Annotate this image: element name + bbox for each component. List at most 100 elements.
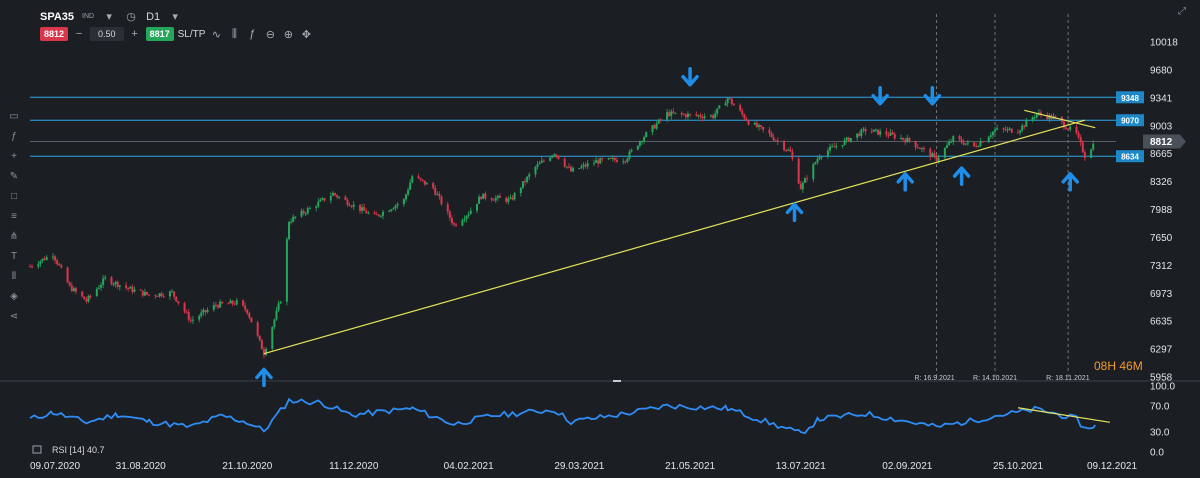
candle-body (799, 183, 802, 190)
candle-body (755, 122, 758, 127)
candle (578, 167, 581, 170)
timeframe-selector[interactable]: D1 (146, 10, 161, 23)
indicator-icon[interactable]: ƒ (249, 28, 256, 40)
candle-body (906, 137, 909, 143)
bars-icon[interactable]: ⦀ (11, 271, 17, 282)
line-chart-icon[interactable]: ∿ (211, 28, 221, 41)
price-axis-tick: 9680 (1150, 65, 1173, 76)
candle-body (789, 149, 792, 152)
function-icon[interactable]: ƒ (11, 131, 17, 142)
candle (490, 197, 493, 202)
candle-body (1037, 112, 1040, 114)
fibonacci-icon[interactable]: ≡ (11, 211, 17, 222)
candle (87, 294, 90, 304)
candle-chart-icon[interactable]: ⫼ (231, 27, 237, 40)
move-icon[interactable]: ✥ (301, 28, 311, 41)
candle-body (1046, 114, 1049, 120)
candle (835, 142, 838, 150)
candle-body (787, 149, 790, 151)
candle (860, 128, 863, 139)
candle (739, 103, 742, 112)
candle-body (540, 160, 543, 163)
candle (242, 299, 245, 307)
candle-body (288, 222, 291, 240)
candle (820, 155, 823, 161)
candle (943, 147, 946, 161)
candle-body (918, 147, 921, 150)
minus-icon[interactable]: − (75, 28, 83, 40)
candle-body (595, 160, 598, 163)
candle-body (333, 192, 336, 196)
pane-resize-handle (613, 380, 621, 382)
sell-price-button[interactable]: 8812 (40, 27, 69, 41)
drawing-sidebar: ▭ ƒ + ✎ □ ≡ ⋔ T ⦀ ◈ ⋖ (5, 110, 23, 324)
candle (657, 118, 660, 125)
candle-body (628, 151, 631, 159)
candle-body (592, 162, 595, 164)
candle-body (1023, 125, 1026, 127)
candle (350, 204, 353, 209)
candle-body (304, 213, 307, 215)
candle-body (198, 315, 201, 320)
candle (950, 138, 953, 143)
candle-body (344, 196, 347, 200)
candle-body (1048, 115, 1051, 120)
candle (450, 215, 453, 226)
candle-body (712, 115, 715, 118)
plus-icon[interactable]: + (131, 28, 138, 40)
candle (436, 191, 439, 196)
candle-body (630, 149, 633, 152)
buy-price-button[interactable]: 8817 (145, 27, 174, 41)
expand-icon[interactable]: ⤢ (1178, 6, 1186, 17)
candle-body (929, 148, 932, 158)
chat-icon[interactable]: ▭ (9, 111, 19, 122)
layers-icon[interactable]: ◈ (10, 291, 18, 302)
quantity-input[interactable]: 0.50 (90, 27, 124, 41)
share-icon[interactable]: ⋖ (9, 311, 19, 322)
symbol-name[interactable]: SPA35 (40, 10, 75, 23)
candle (712, 113, 715, 120)
candle (382, 209, 385, 220)
rectangle-icon[interactable]: □ (10, 191, 18, 202)
dropdown-icon[interactable]: ▾ (106, 11, 112, 23)
candle-body (966, 142, 969, 144)
candle (233, 300, 236, 306)
candle (728, 97, 731, 101)
sltp-button[interactable]: SL/TP (177, 28, 206, 40)
zoom-out-icon[interactable]: ⊖ (265, 28, 275, 41)
candle-body (233, 303, 236, 305)
candle-body (1065, 127, 1068, 130)
candle (597, 157, 600, 168)
candle (626, 157, 629, 164)
pitchfork-icon[interactable]: ⋔ (9, 231, 19, 242)
candle (774, 139, 777, 142)
candle-body (937, 157, 940, 162)
candle (638, 140, 641, 148)
candle-body (1062, 121, 1065, 128)
candle-body (950, 141, 953, 143)
text-icon[interactable]: T (10, 251, 18, 262)
candle (806, 174, 809, 183)
candle-body (996, 128, 999, 130)
candle-body (1075, 126, 1078, 133)
candle (862, 126, 865, 133)
candle-body (133, 289, 136, 292)
timeframe-dropdown-icon[interactable]: ▾ (172, 11, 178, 23)
candle-body (987, 136, 990, 143)
candle-body (638, 141, 641, 146)
candle-body (797, 158, 800, 184)
candle-body (85, 299, 88, 302)
zoom-in-icon[interactable]: ⊕ (283, 28, 293, 41)
candle-body (505, 197, 508, 202)
candle-body (887, 134, 890, 136)
candle (133, 286, 136, 293)
candle-body (315, 206, 318, 208)
pencil-icon[interactable]: ✎ (9, 171, 19, 182)
candle (229, 298, 232, 304)
candle (346, 198, 349, 207)
candle (421, 179, 424, 183)
crosshair-icon[interactable]: + (11, 151, 17, 162)
candle-body (81, 291, 84, 297)
clock-icon[interactable]: ◷ (126, 11, 136, 23)
